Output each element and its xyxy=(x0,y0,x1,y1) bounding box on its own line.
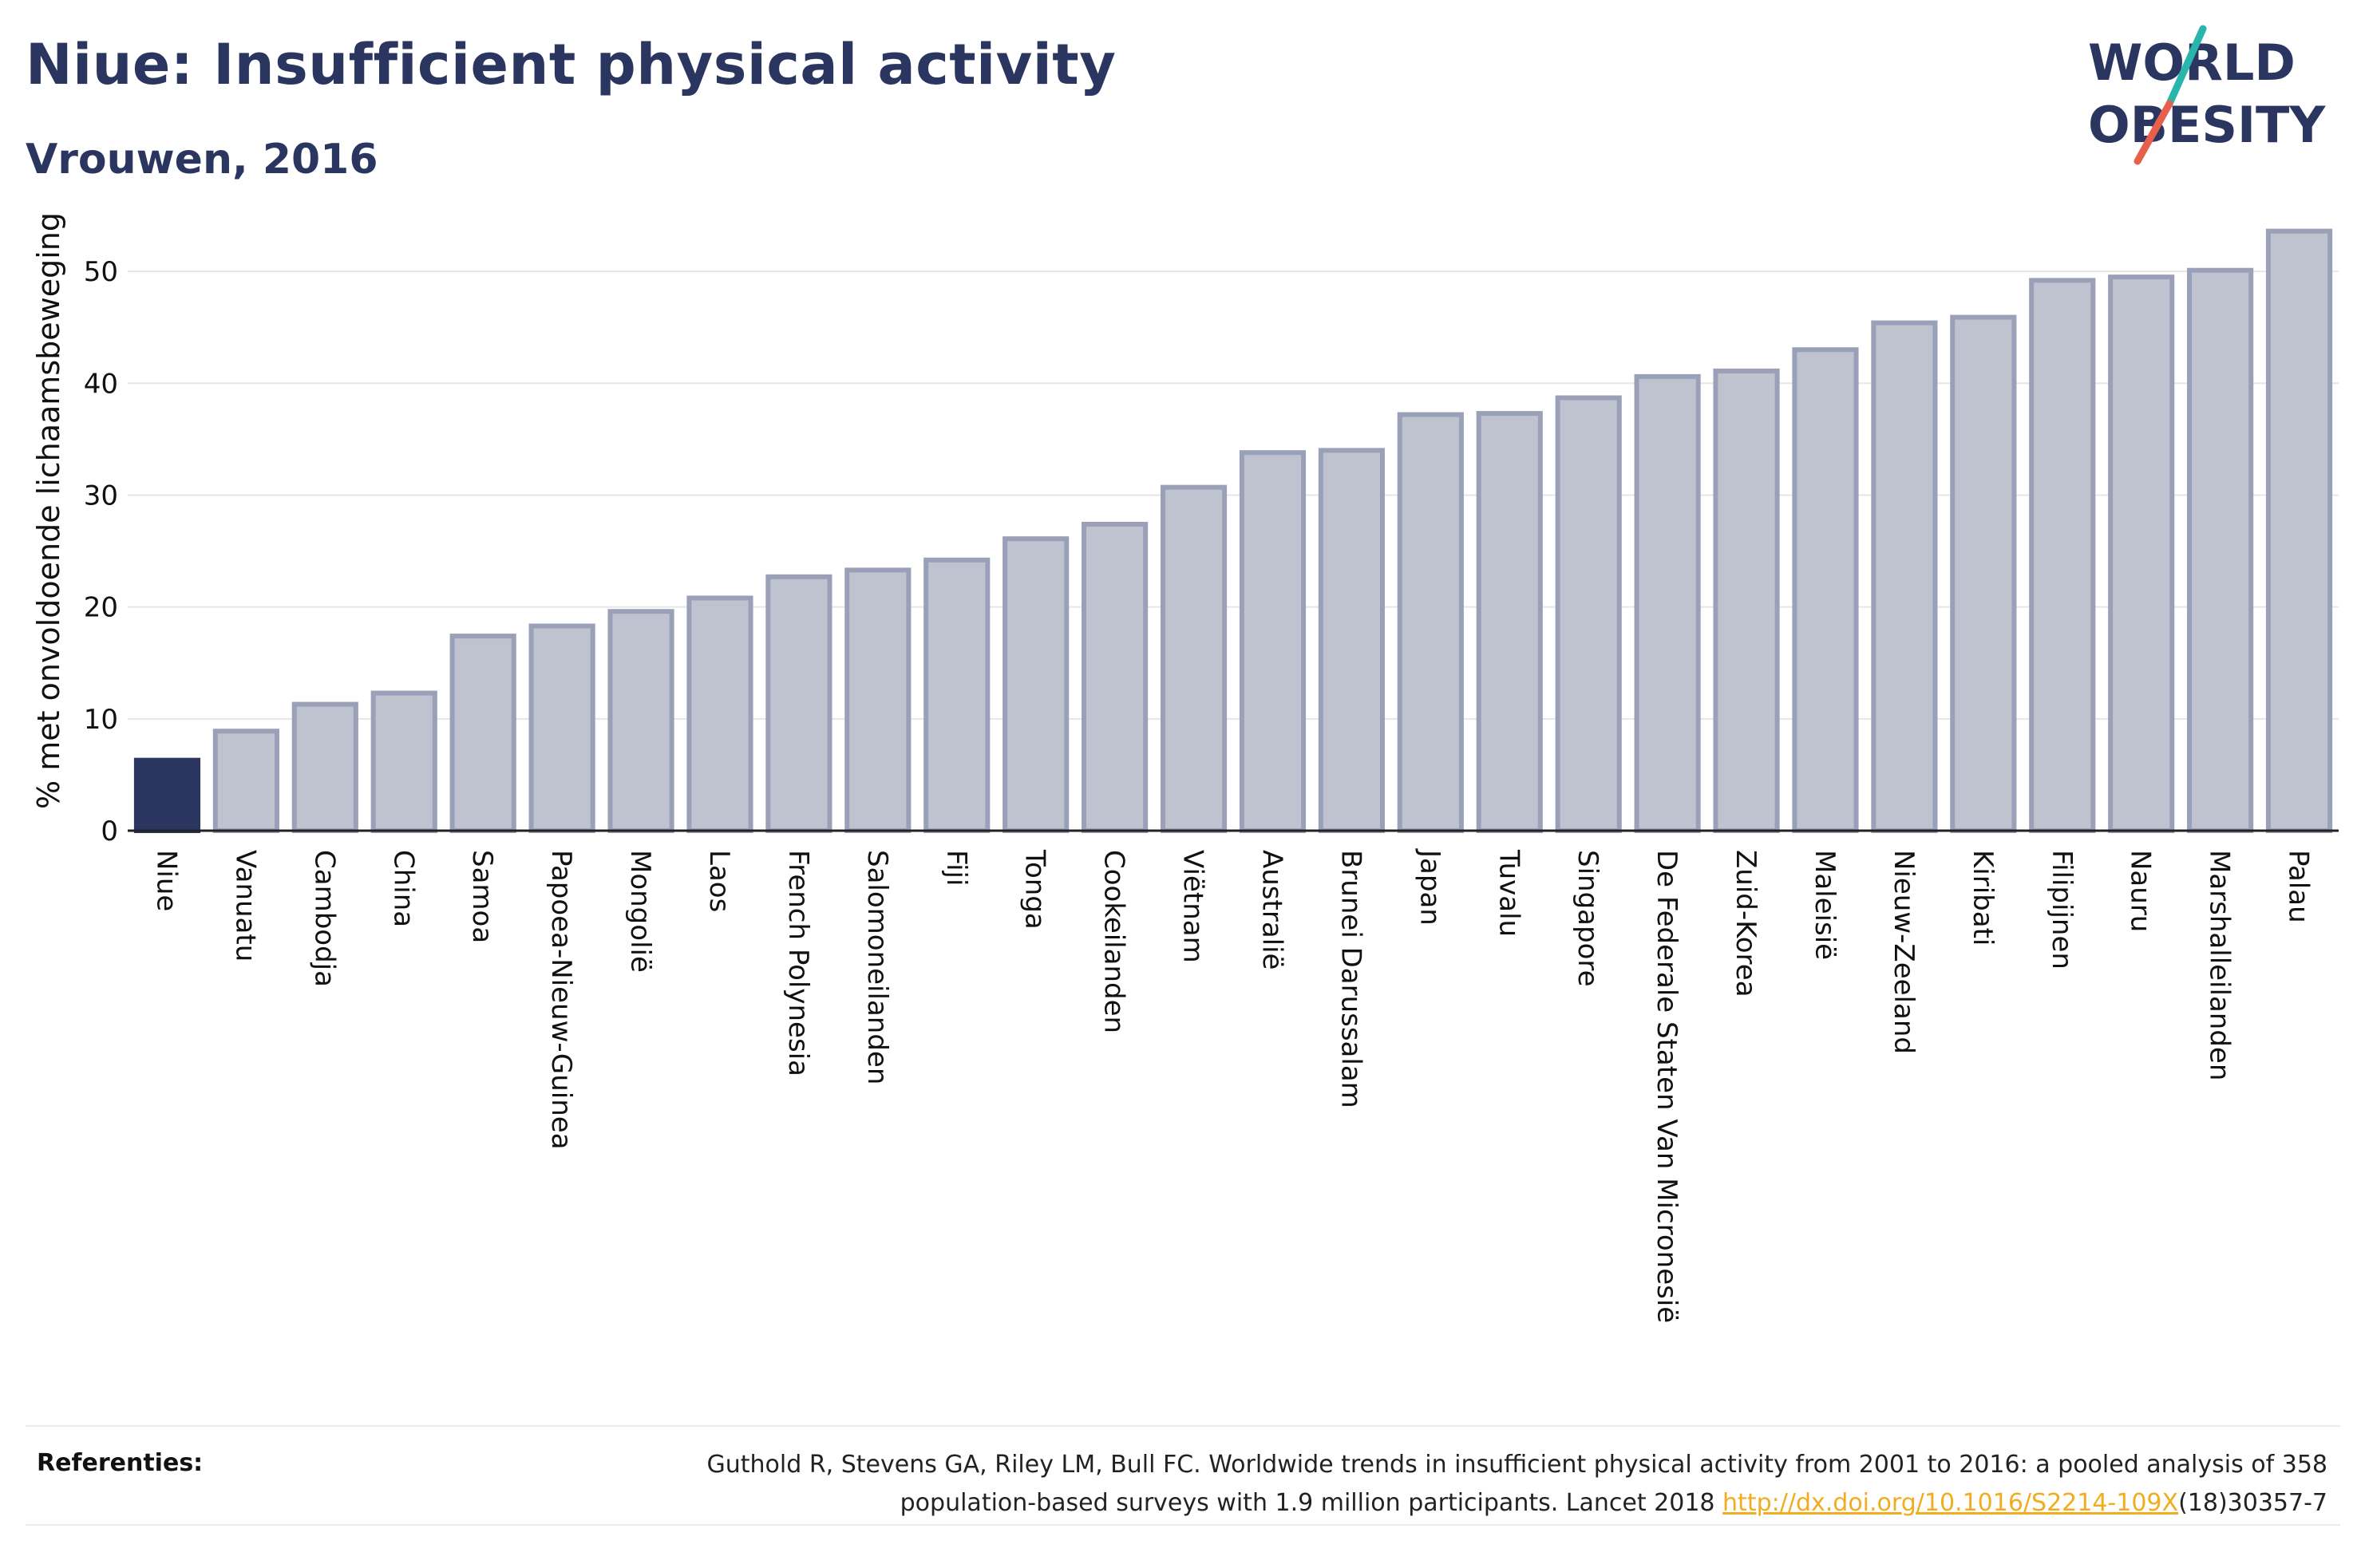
category-label: Australië xyxy=(1256,850,1287,970)
category-label: Fiji xyxy=(940,850,972,886)
category-label: Marshalleilanden xyxy=(2204,850,2236,1080)
reference-divider-top xyxy=(26,1425,2340,1427)
category-label: Zuid-Korea xyxy=(1730,850,1762,997)
category-label: Maleisië xyxy=(1809,850,1841,960)
reference-divider-bottom xyxy=(26,1524,2340,1526)
category-label: Laos xyxy=(703,850,735,912)
bar-tonga xyxy=(1003,536,1070,833)
logo-slash-top xyxy=(2165,25,2207,108)
bar-nieuw-zeeland xyxy=(1871,320,1938,833)
chart-title: Niue: Insufficient physical activity xyxy=(26,32,1117,97)
category-label: Samoa xyxy=(466,850,498,943)
category-label: Cookeilanden xyxy=(1098,850,1130,1033)
bar-marshalleilanden xyxy=(2187,267,2254,833)
category-label: Vanuatu xyxy=(229,850,261,962)
bar-nauru xyxy=(2108,274,2175,833)
world-obesity-logo: WORLD OBESITY xyxy=(2088,25,2326,165)
bar-singapore xyxy=(1555,395,1622,834)
y-axis-label: % met onvoldoende lichaamsbeweging xyxy=(31,212,66,809)
bar-cambodja xyxy=(291,701,358,833)
category-label: Papoea-Nieuw-Guinea xyxy=(545,850,577,1150)
bar-niue xyxy=(133,757,201,833)
reference-doi-link[interactable]: http://dx.doi.org/10.1016/S2214-109X xyxy=(1722,1489,2179,1517)
category-label: Nieuw-Zeeland xyxy=(1888,850,1920,1054)
bar-brunei-darussalam xyxy=(1318,448,1385,834)
references-heading: Referenties: xyxy=(37,1449,204,1477)
y-tick-labels: 0 10 20 30 40 50 xyxy=(84,256,118,847)
category-label: Tuvalu xyxy=(1493,849,1525,937)
bar-cookeilanden xyxy=(1082,521,1149,833)
category-label: Palau xyxy=(2283,850,2315,923)
bar-china xyxy=(370,690,437,834)
bar-australi- xyxy=(1239,450,1307,833)
bar-vanuatu xyxy=(212,729,279,834)
category-label: Kiribati xyxy=(1967,850,1999,946)
category-label: Viëtnam xyxy=(1177,850,1209,963)
category-label: Japan xyxy=(1414,848,1445,926)
bar-chart: 0 10 20 30 40 50 Niue Vanuatu Cambodja China Samo… xyxy=(31,212,2339,1323)
y-tick-label: 20 xyxy=(84,592,118,624)
bars xyxy=(133,228,2333,834)
bar-salomoneilanden xyxy=(844,567,912,833)
bar-filipijnen xyxy=(2029,278,2096,834)
category-label: Singapore xyxy=(1572,850,1604,987)
bar-tuvalu xyxy=(1476,411,1543,833)
reference-line2-prefix: population-based surveys with 1.9 millio… xyxy=(900,1489,1723,1517)
category-label: Cambodja xyxy=(308,850,340,987)
chart-subtitle: Vrouwen, 2016 xyxy=(26,136,378,184)
reference-line2-suffix: (18)30357-7 xyxy=(2178,1489,2327,1517)
bar-french-polynesia xyxy=(765,574,832,833)
bar-maleisi- xyxy=(1792,347,1859,834)
category-label: Salomoneilanden xyxy=(861,850,893,1084)
reference-line1: Guthold R, Stevens GA, Riley LM, Bull FC… xyxy=(706,1451,2327,1479)
y-tick-label: 10 xyxy=(84,704,118,736)
bar-mongoli- xyxy=(607,609,674,833)
y-tick-label: 50 xyxy=(84,256,118,288)
bar-zuid-korea xyxy=(1713,368,1780,833)
category-label: Nauru xyxy=(2125,850,2157,932)
bar-fiji xyxy=(923,557,991,834)
bar-kiribati xyxy=(1950,314,2017,833)
category-label: Filipijnen xyxy=(2046,850,2078,970)
bar-samoa xyxy=(449,634,516,834)
bar-laos xyxy=(686,595,753,834)
y-tick-label: 30 xyxy=(84,480,118,511)
bar-palau xyxy=(2265,228,2333,833)
bar-japan xyxy=(1397,412,1464,833)
y-tick-label: 0 xyxy=(101,816,118,847)
category-label: French Polynesia xyxy=(782,850,814,1076)
y-tick-label: 40 xyxy=(84,368,118,400)
bar-papoea-nieuw-guinea xyxy=(528,623,595,833)
bar-vi-tnam xyxy=(1160,484,1228,833)
category-label: De Federale Staten Van Micronesië xyxy=(1651,850,1683,1323)
references-text: Guthold R, Stevens GA, Riley LM, Bull FC… xyxy=(571,1446,2327,1523)
logo-line2: OBESITY xyxy=(2088,96,2326,154)
category-label: Brunei Darussalam xyxy=(1335,850,1366,1108)
category-label: Tonga xyxy=(1019,849,1051,930)
logo-slash-bottom xyxy=(2134,100,2173,165)
category-label: China xyxy=(387,850,419,927)
category-labels: Niue Vanuatu Cambodja China Samoa Papoea-Nieu… xyxy=(150,848,2314,1323)
category-label: Niue xyxy=(150,850,182,911)
bar-de-federale-staten-van-micronesi- xyxy=(1634,373,1701,833)
category-label: Mongolië xyxy=(624,850,656,973)
